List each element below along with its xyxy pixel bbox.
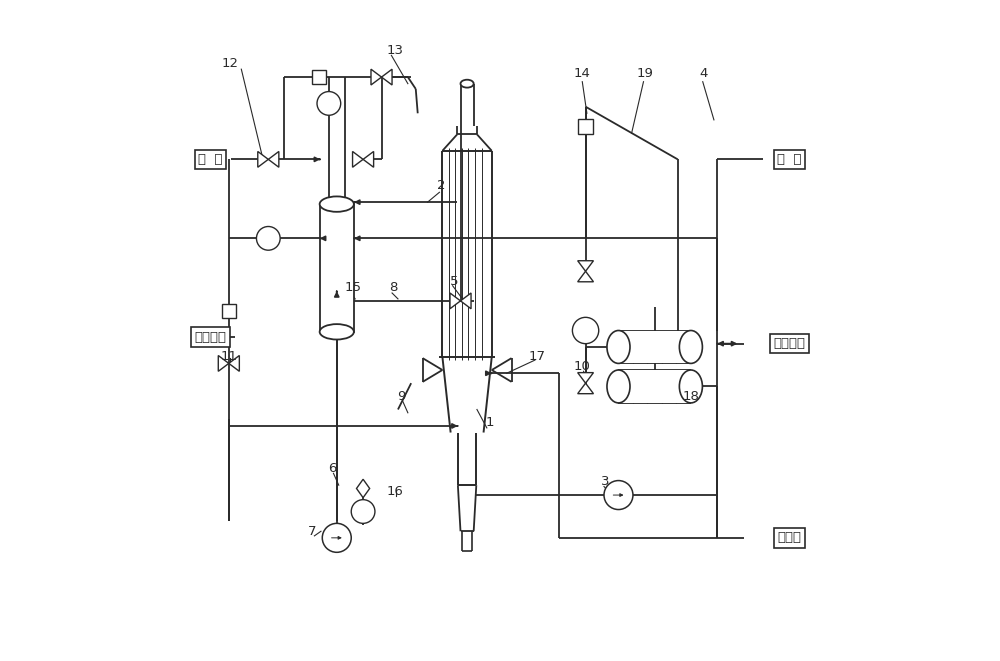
Polygon shape <box>363 151 374 167</box>
Text: 10: 10 <box>574 360 591 373</box>
Text: 9: 9 <box>397 390 405 403</box>
Text: 锅炉水: 锅炉水 <box>778 531 802 545</box>
Bar <box>618 370 691 403</box>
Text: 3: 3 <box>601 475 610 488</box>
Text: 氮  气: 氮 气 <box>198 153 223 166</box>
Polygon shape <box>450 293 461 309</box>
Text: 4: 4 <box>700 67 708 80</box>
Circle shape <box>317 92 341 115</box>
Ellipse shape <box>320 325 353 339</box>
Text: 5: 5 <box>450 274 458 288</box>
Ellipse shape <box>461 80 474 88</box>
Text: 18: 18 <box>682 390 699 403</box>
Polygon shape <box>578 383 593 394</box>
Ellipse shape <box>679 370 702 403</box>
Ellipse shape <box>320 197 353 211</box>
Polygon shape <box>578 271 593 282</box>
Text: 7: 7 <box>308 525 317 538</box>
Polygon shape <box>578 260 593 271</box>
Text: 2: 2 <box>437 179 446 192</box>
Polygon shape <box>578 373 593 383</box>
Text: 16: 16 <box>386 485 403 498</box>
Text: 15: 15 <box>345 281 362 294</box>
Polygon shape <box>353 151 363 167</box>
Ellipse shape <box>320 196 354 212</box>
Text: 6: 6 <box>328 462 336 475</box>
Text: 11: 11 <box>220 350 237 364</box>
Bar <box>312 70 326 85</box>
Bar <box>222 303 236 318</box>
Polygon shape <box>218 356 229 371</box>
Text: 锅炉给水: 锅炉给水 <box>194 330 226 344</box>
Ellipse shape <box>679 330 702 364</box>
Polygon shape <box>229 356 239 371</box>
Bar <box>578 119 593 134</box>
Bar <box>618 330 691 364</box>
Polygon shape <box>371 69 382 85</box>
Text: 13: 13 <box>386 44 403 58</box>
Polygon shape <box>357 479 370 498</box>
Circle shape <box>572 317 599 344</box>
Ellipse shape <box>320 324 354 340</box>
Circle shape <box>256 227 280 251</box>
Circle shape <box>604 481 633 510</box>
Text: 氧  气: 氧 气 <box>777 153 802 166</box>
Text: 低压蒸汽: 低压蒸汽 <box>774 337 806 350</box>
Text: 8: 8 <box>389 281 398 294</box>
Text: 19: 19 <box>636 67 653 80</box>
Circle shape <box>351 500 375 524</box>
Text: 1: 1 <box>486 416 494 429</box>
Text: 17: 17 <box>529 350 546 364</box>
Polygon shape <box>461 293 471 309</box>
Bar <box>320 204 354 332</box>
Text: 12: 12 <box>222 58 239 71</box>
Ellipse shape <box>607 330 630 364</box>
Circle shape <box>322 524 351 553</box>
Text: 14: 14 <box>574 67 591 80</box>
Polygon shape <box>258 151 268 167</box>
Polygon shape <box>382 69 392 85</box>
Ellipse shape <box>607 370 630 403</box>
Polygon shape <box>268 151 279 167</box>
